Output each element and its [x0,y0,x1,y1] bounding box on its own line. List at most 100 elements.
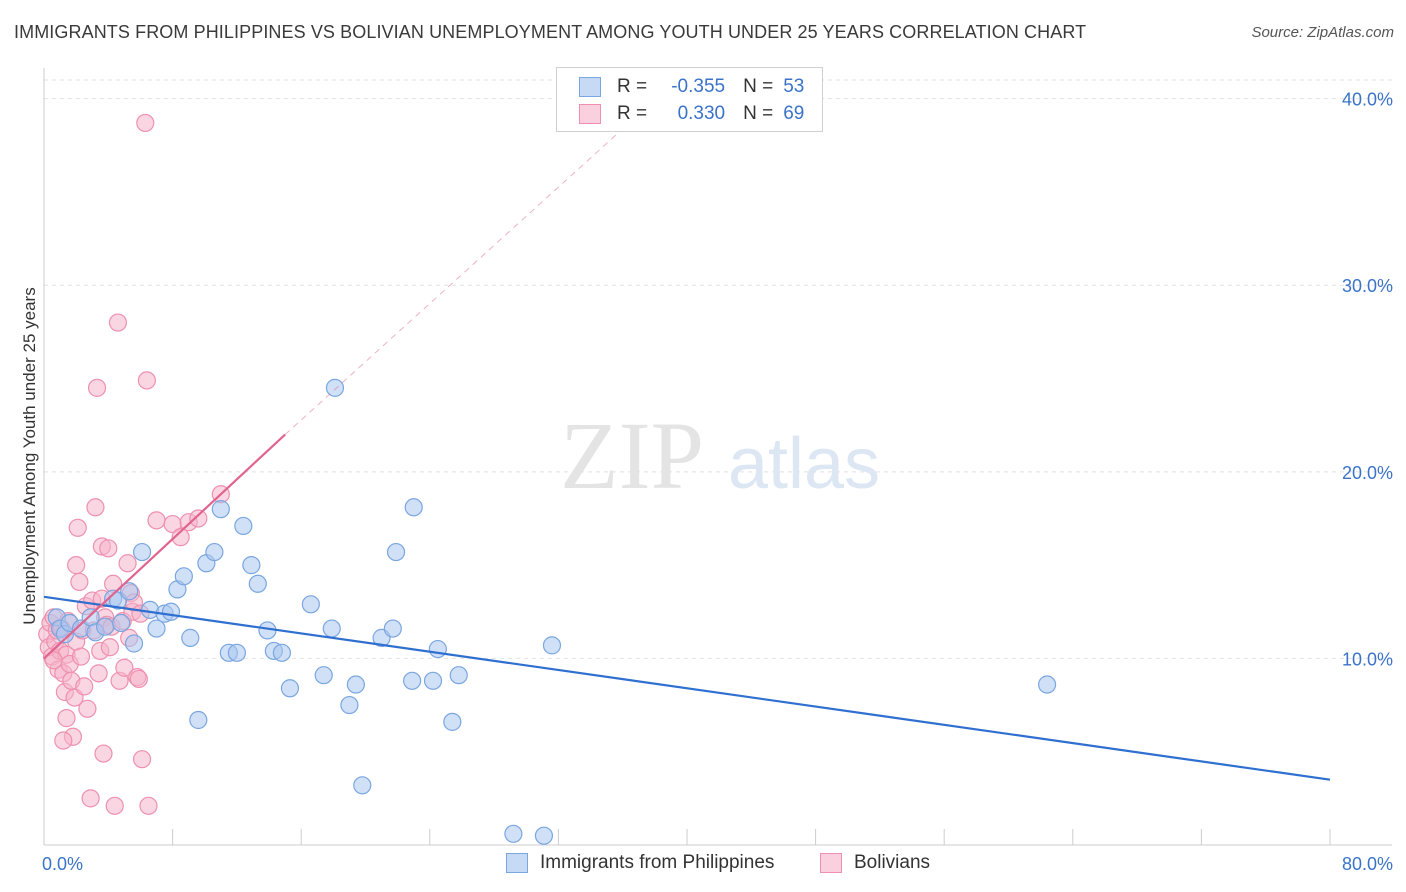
axes [43,68,1392,846]
data-point-bolivians [81,789,100,808]
data-point-philippines [95,617,115,636]
data-point-bolivians [70,572,89,592]
data-point-philippines [189,710,208,730]
data-point-philippines [428,639,447,659]
data-point-bolivians [71,647,91,666]
chart-title: IMMIGRANTS FROM PHILIPPINES VS BOLIVIAN … [14,22,1087,42]
swatch-bolivians [579,104,601,124]
data-point-philippines [242,556,261,575]
data-point-philippines [322,619,341,638]
data-point-bolivians [78,699,97,718]
series-philippines [47,378,1057,845]
data-point-philippines [443,712,462,731]
n-value: 53 [783,76,805,97]
trend-line-philippines [43,595,1331,781]
data-point-bolivians [118,554,137,573]
watermark-zip: ZIP [560,402,704,509]
trend-line-bolivians [43,433,286,660]
r-value: 0.330 [677,103,726,124]
y-tick-label: 10.0% [1342,649,1393,669]
watermark: ZIP atlas [560,402,880,509]
legend-swatch-bolivians [820,853,842,873]
data-point-bolivians [147,511,166,530]
data-point-bolivians [87,378,107,397]
data-point-philippines [353,776,372,795]
tick-labels: 10.0% 20.0% 30.0% 40.0% 0.0% 80.0% [42,90,1393,874]
legend-label-bolivians: Bolivians [854,852,931,873]
data-point-bolivians [86,498,105,517]
swatch-philippines [579,77,601,97]
data-point-bolivians [68,518,87,537]
data-point-philippines [423,671,443,690]
data-point-philippines [314,666,333,685]
data-point-philippines [132,542,152,562]
data-point-bolivians [136,113,155,133]
data-point-philippines [112,613,131,633]
data-point-philippines [181,628,200,647]
stats-legend: R = -0.355 N = 53 R = 0.330 N = 69 [556,67,823,132]
data-point-philippines [404,498,423,517]
data-point-philippines [272,643,292,662]
data-point-bolivians [108,313,128,332]
data-point-philippines [211,500,230,519]
data-point-bolivians [171,528,190,547]
data-point-philippines [124,634,144,653]
y-tick-label: 30.0% [1342,276,1393,296]
y-tick-label: 40.0% [1342,90,1393,110]
data-point-bolivians [75,677,94,696]
r-value: -0.355 [671,76,726,97]
r-label: R = [617,76,648,97]
data-point-philippines [227,643,246,662]
data-point-philippines [325,378,345,397]
data-point-bolivians [189,509,208,528]
r-label: R = [617,103,648,124]
legend-item-philippines[interactable]: Immigrants from Philippines [506,852,774,874]
data-point-bolivians [105,796,124,815]
legend-label-philippines: Immigrants from Philippines [540,852,775,873]
data-point-philippines [248,574,267,593]
data-point-philippines [147,619,166,638]
data-point-bolivians [57,709,76,728]
data-point-philippines [120,582,139,601]
data-point-bolivians [132,750,152,769]
data-point-philippines [386,542,406,562]
data-point-bolivians [115,658,134,677]
source-label: Source: ZipAtlas.com [1251,24,1394,41]
data-point-philippines [1037,675,1057,694]
data-point-philippines [161,602,181,621]
watermark-atlas: atlas [728,424,880,504]
stats-row-philippines: R = -0.355 N = 53 [579,75,804,99]
stats-row-bolivians: R = 0.330 N = 69 [579,102,804,126]
x-tick-label: 80.0% [1342,854,1393,874]
n-label: N = [743,76,774,97]
data-point-philippines [174,567,193,586]
data-point-philippines [301,595,320,614]
data-point-philippines [383,619,402,638]
data-point-bolivians [89,664,108,683]
data-point-bolivians [99,539,118,558]
n-label: N = [743,103,774,124]
data-point-bolivians [54,731,73,750]
n-value: 69 [783,103,805,124]
data-point-bolivians [44,651,63,670]
series-bolivians [38,113,230,815]
data-point-philippines [534,826,554,845]
data-point-philippines [449,666,468,685]
data-point-bolivians [139,796,158,815]
data-point-philippines [234,516,253,536]
data-point-bolivians [67,556,86,575]
series-legend: Immigrants from Philippines Bolivians [0,852,1406,878]
data-point-philippines [340,695,359,715]
data-point-bolivians [137,371,156,390]
data-point-bolivians [129,669,148,689]
legend-swatch-philippines [506,853,528,873]
data-point-bolivians [94,744,113,763]
data-point-bolivians [100,638,120,657]
data-point-philippines [346,675,365,694]
data-point-philippines [542,636,562,655]
x-tick-label: 0.0% [42,854,83,874]
data-point-philippines [504,824,523,843]
data-point-philippines [403,671,422,690]
legend-item-bolivians[interactable]: Bolivians [820,852,930,874]
